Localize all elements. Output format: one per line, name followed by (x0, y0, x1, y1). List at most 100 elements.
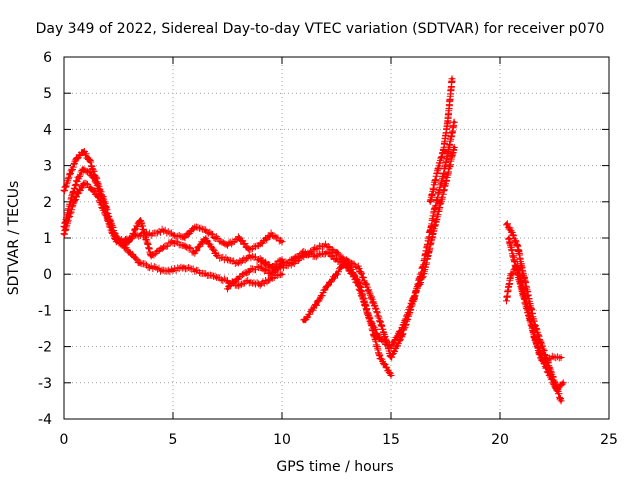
data-point (433, 207, 437, 211)
data-point (236, 261, 240, 265)
data-point (88, 185, 92, 189)
data-point (537, 352, 541, 356)
data-point (561, 381, 565, 385)
data-point (236, 283, 240, 287)
data-point (531, 326, 535, 331)
data-point (160, 247, 164, 251)
data-point (542, 348, 546, 352)
data-point (225, 279, 230, 284)
data-point (313, 305, 317, 309)
data-point (511, 254, 515, 258)
x-tick-label: 5 (169, 432, 178, 448)
data-point (280, 240, 284, 244)
x-tick-label: 15 (382, 432, 400, 448)
data-point (504, 297, 509, 302)
y-tick-label: -1 (38, 303, 52, 319)
data-point (356, 265, 360, 269)
data-point (518, 279, 522, 284)
chart-title: Day 349 of 2022, Sidereal Day-to-day VTE… (36, 21, 605, 37)
data-point (215, 236, 219, 240)
series-track-f (300, 118, 458, 361)
data-point (160, 229, 164, 233)
data-point (127, 240, 131, 244)
data-point (171, 240, 175, 244)
data-point (171, 232, 175, 236)
data-point (182, 236, 186, 240)
data-point (247, 268, 251, 273)
data-point (204, 236, 208, 240)
data-point (550, 355, 554, 360)
data-point (546, 370, 550, 374)
data-point (68, 200, 73, 204)
y-tick-label: 6 (43, 50, 52, 66)
data-point (450, 77, 454, 81)
data-point (324, 250, 328, 255)
x-tick-label: 25 (600, 432, 618, 448)
data-point (378, 355, 382, 360)
marker-path (60, 148, 286, 253)
data-point (269, 265, 273, 269)
y-tick-label: 4 (43, 122, 52, 138)
data-point (225, 287, 230, 291)
data-point (95, 182, 99, 186)
y-tick-label: -2 (38, 340, 52, 356)
data-point (291, 261, 295, 265)
data-point (62, 225, 66, 229)
data-point (149, 254, 153, 258)
data-point (101, 200, 105, 204)
data-point (509, 229, 513, 233)
data-point (204, 229, 208, 233)
data-point (138, 261, 142, 265)
data-point (559, 355, 563, 360)
data-point (258, 243, 262, 247)
y-tick-label: 1 (43, 231, 52, 247)
data-point (443, 164, 448, 168)
data-point (313, 254, 317, 258)
y-tick-label: 0 (43, 267, 52, 283)
data-point (225, 243, 230, 247)
x-axis-label: GPS time / hours (276, 459, 393, 475)
data-point (127, 250, 131, 255)
data-point (225, 258, 230, 262)
data-point (82, 149, 86, 153)
data-point (302, 319, 306, 323)
data-point (378, 319, 382, 323)
data-point (82, 182, 86, 186)
data-point (345, 258, 349, 262)
data-point (441, 149, 445, 153)
data-point (520, 265, 524, 269)
data-point (138, 232, 142, 236)
data-point (138, 218, 142, 222)
series-track-c (60, 165, 286, 272)
data-point (68, 171, 73, 175)
data-point (82, 167, 86, 171)
data-point (62, 232, 66, 236)
data-point (149, 265, 153, 269)
data-point (88, 160, 92, 164)
data-point (504, 221, 509, 226)
y-tick-label: 5 (43, 86, 52, 102)
data-point (182, 243, 186, 247)
data-point (334, 272, 339, 276)
data-point (280, 272, 284, 276)
data-point (280, 265, 284, 269)
data-point (108, 225, 112, 229)
data-point (515, 243, 520, 247)
data-point (367, 290, 371, 294)
data-point (236, 276, 240, 280)
data-point (334, 258, 339, 262)
data-point (452, 120, 456, 124)
series-track-g (426, 75, 456, 205)
data-point (433, 182, 437, 186)
data-point (149, 232, 153, 236)
data-point (269, 272, 273, 276)
data-point (215, 254, 219, 258)
y-tick-label: -4 (38, 412, 52, 428)
data-point (88, 171, 92, 175)
data-point (452, 145, 456, 150)
data-point (193, 225, 197, 229)
data-point (204, 272, 208, 276)
data-point (75, 178, 79, 182)
data-point (334, 250, 339, 255)
